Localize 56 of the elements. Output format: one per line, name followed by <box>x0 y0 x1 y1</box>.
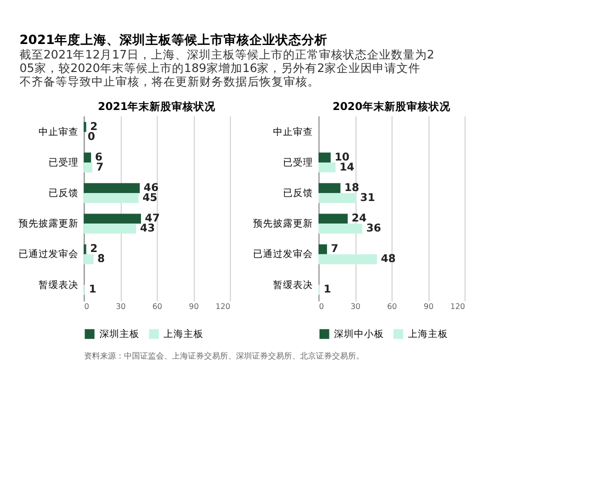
data-label: 8 <box>97 252 105 266</box>
bar <box>318 244 328 254</box>
y-tick-label: 已通过发审会 <box>18 248 78 260</box>
bar <box>84 254 94 264</box>
y-tick-label: 已反馈 <box>48 187 78 200</box>
bar <box>84 193 139 204</box>
legend-label: 上海主板 <box>408 328 448 340</box>
bar <box>318 152 331 162</box>
y-tick-label: 暂缓表决 <box>38 278 78 291</box>
bar <box>318 162 336 172</box>
bar <box>318 224 362 234</box>
y-tick-label: 中止审查 <box>273 126 314 138</box>
bar <box>84 183 140 194</box>
data-label: 24 <box>352 212 367 225</box>
x-tick-label: 60 <box>152 302 162 312</box>
x-tick-label: 90 <box>188 302 199 312</box>
y-tick-label: 中止审查 <box>38 126 78 138</box>
chart-title: 2020年末新股审核状况 <box>332 100 452 113</box>
bar <box>84 224 136 234</box>
data-label: 7 <box>330 242 338 256</box>
bar <box>84 162 92 172</box>
y-tick-label: 已反馈 <box>283 187 314 200</box>
data-label: 18 <box>344 181 360 194</box>
x-tick-label: 0 <box>84 302 90 312</box>
data-label: 36 <box>366 222 382 235</box>
y-tick-label: 已受理 <box>48 156 78 168</box>
data-label: 48 <box>380 252 396 266</box>
x-tick-label: 120 <box>450 302 466 312</box>
x-tick-label: 60 <box>387 302 398 312</box>
y-tick-label: 预先披露更新 <box>253 218 314 230</box>
legend-label: 深圳中小板 <box>334 328 384 340</box>
chart-title: 2021年末新股审核状况 <box>98 100 217 113</box>
y-tick-label: 已通过发审会 <box>253 248 314 260</box>
legend-label: 上海主板 <box>164 328 204 340</box>
y-tick-label: 预先披露更新 <box>18 218 78 230</box>
bar <box>318 254 377 264</box>
text: 资料来源：中国证监会、上海证券交易所、深圳证券交易所、北京证券交易所。 <box>84 351 364 360</box>
x-tick-label: 30 <box>116 302 126 312</box>
text: 2021年度上海、深圳主板等候上市审核企业状态分析 <box>19 32 328 47</box>
x-tick-label: 30 <box>350 302 361 312</box>
x-tick-label: 120 <box>216 302 230 312</box>
data-label: 1 <box>324 282 332 296</box>
bar <box>318 214 348 224</box>
data-label: 2 <box>90 242 98 256</box>
data-label: 31 <box>360 190 376 204</box>
y-tick-label: 已受理 <box>283 156 314 168</box>
bar <box>318 193 356 204</box>
x-tick-label: 0 <box>318 302 324 312</box>
bar <box>318 183 340 194</box>
bar <box>84 214 141 224</box>
y-tick-label: 暂缓表决 <box>273 278 314 291</box>
text: 截至2021年12月17日，上海、深圳主板等候上市的正常审核状态企业数量为205家，较2020年末等候上市的189家增加16家，另外有2家企业因申请文件不齐备等导致中止审核，将在更新财务数据后恢复审核。 <box>19 47 434 89</box>
x-tick-label: 90 <box>424 302 434 312</box>
legend-label: 深圳主板 <box>99 328 140 340</box>
bar <box>84 152 92 162</box>
data-label: 1 <box>88 282 96 296</box>
